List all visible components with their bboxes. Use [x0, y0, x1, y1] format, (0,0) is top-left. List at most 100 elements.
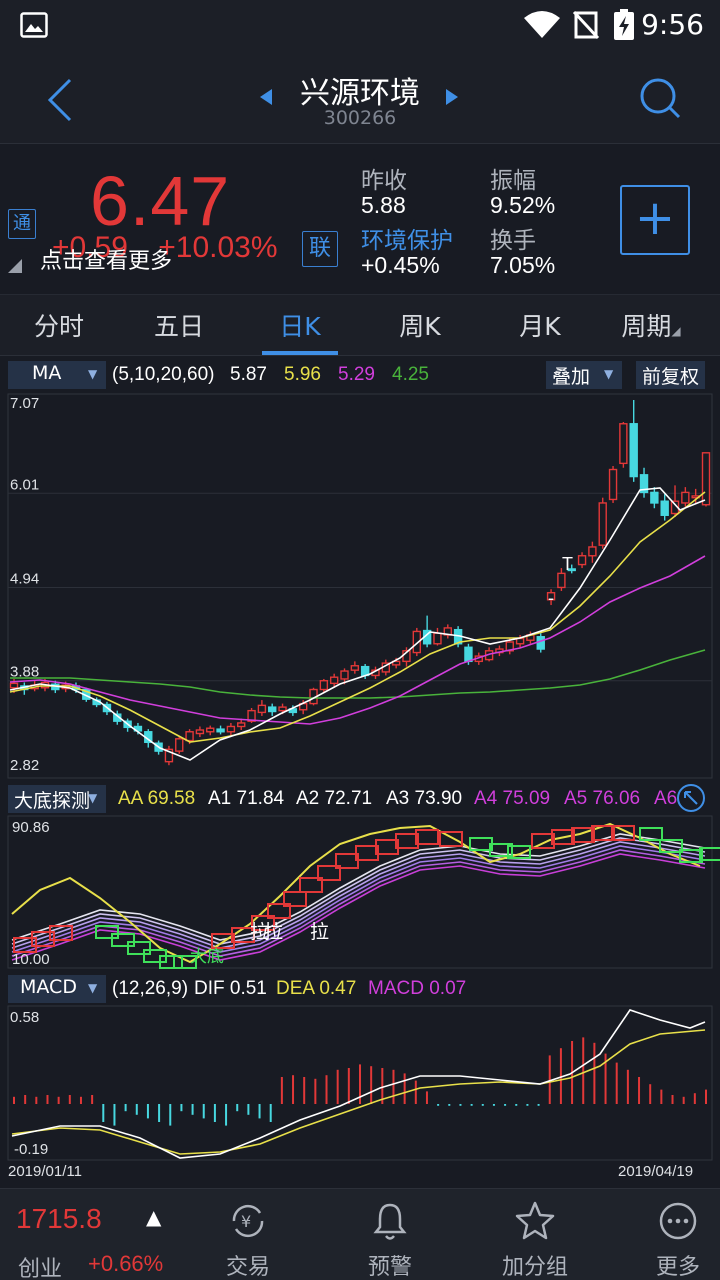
- tab-daily-k[interactable]: 日K: [279, 312, 321, 341]
- prev-stock-icon[interactable]: [258, 88, 274, 106]
- candle-body: [216, 728, 225, 733]
- dadi-bands: [11, 833, 706, 961]
- dadi-chart[interactable]: 90.86 10.00 大底 拉 拉 拉: [0, 814, 720, 970]
- signal-mark-dash: -: [548, 588, 554, 608]
- quote-panel[interactable]: 通 6.47 +0.59 +10.03% 点击查看更多 联 昨收 5.88 环境…: [0, 145, 720, 293]
- candle-body: [412, 630, 422, 654]
- tab-monthly-k[interactable]: 月K: [519, 312, 561, 341]
- price-axis-label: 3.88: [10, 664, 39, 681]
- active-tab-indicator: [262, 351, 338, 355]
- ma10-line: [9, 491, 706, 743]
- candle-body: [629, 423, 638, 478]
- macd-dif-value: 0.51: [229, 978, 267, 999]
- add-watchlist-button[interactable]: +: [620, 185, 690, 255]
- dadi-green-box: [173, 955, 197, 969]
- dadi-red-box: [355, 845, 379, 861]
- tab-five-day[interactable]: 五日: [153, 312, 204, 341]
- no-signal-icon: [572, 10, 600, 40]
- ma5-line: [9, 487, 706, 761]
- ma-selector[interactable]: MA ▼: [8, 361, 106, 389]
- dadi-red-box: [591, 825, 615, 841]
- la-signal-2: 拉: [264, 921, 283, 943]
- candle-body: [598, 502, 607, 546]
- dadi-a5: A5 76.06: [564, 788, 640, 810]
- back-arrow-icon[interactable]: [44, 78, 74, 122]
- dadi-band-line: [11, 853, 706, 961]
- adjust-button[interactable]: 前复权: [636, 361, 706, 389]
- candle-body: [536, 636, 545, 650]
- date-start: 2019/01/11: [8, 1163, 82, 1180]
- ma60-value: 4.25: [392, 364, 429, 385]
- candle-body: [546, 592, 556, 601]
- period-tabs: 分时 五日 日K 周K 月K 周期◢: [0, 294, 720, 356]
- dadi-green-box: [679, 849, 703, 863]
- nav-trade-label: 交易: [225, 1255, 270, 1280]
- dadi-aa-value: 69.58: [147, 788, 196, 809]
- kline-chart[interactable]: 7.07 6.01 4.94 3.88 2.82 T -: [0, 392, 720, 780]
- search-icon[interactable]: [638, 76, 682, 120]
- macd-top-label: 0.58: [10, 1009, 39, 1026]
- macd-selector-label: MACD: [20, 976, 77, 998]
- price-axis-label: 6.01: [10, 476, 39, 493]
- dadi-top-label: 90.86: [12, 819, 50, 836]
- nav-add-group[interactable]: 加分组: [485, 1189, 585, 1280]
- sector-label[interactable]: 环境保护: [361, 228, 453, 254]
- macd-macd: MACD 0.07: [368, 978, 466, 1000]
- next-stock-icon[interactable]: [444, 88, 460, 106]
- candle-body: [577, 555, 587, 566]
- dadi-a1: A1 71.84: [208, 788, 284, 810]
- candle-body: [340, 670, 349, 680]
- dadi-red-box: [231, 927, 255, 943]
- tab-weekly-k[interactable]: 周K: [399, 312, 441, 341]
- expand-icon[interactable]: [676, 783, 706, 813]
- view-more-tip[interactable]: 点击查看更多: [40, 249, 173, 274]
- amplitude-label: 振幅: [490, 168, 536, 194]
- price-axis-label: 2.82: [10, 757, 39, 774]
- ma60-line: [10, 649, 706, 699]
- dadi-a3: A3 73.90: [386, 788, 462, 810]
- dadi-red-box: [531, 833, 555, 849]
- battery-charging-icon: [614, 9, 634, 40]
- macd-bottom-label: -0.19: [14, 1141, 48, 1158]
- candle-body: [464, 646, 473, 663]
- index-name: 创业: [18, 1257, 63, 1280]
- tab-period[interactable]: 周期◢: [596, 307, 706, 343]
- corner-triangle-icon: [8, 259, 22, 273]
- wifi-icon: [524, 11, 560, 38]
- candle-body: [619, 423, 628, 465]
- macd-params: (12,26,9): [112, 978, 189, 999]
- dadi-selector[interactable]: 大底探测 ▼: [8, 785, 106, 813]
- overlay-selector[interactable]: 叠加 ▼: [546, 361, 622, 389]
- macd-selector[interactable]: MACD ▼: [8, 975, 106, 1003]
- more-icon: [659, 1202, 697, 1240]
- macd-dea-label: DEA: [276, 978, 315, 999]
- candle-body: [237, 722, 246, 728]
- lian-badge[interactable]: 联: [302, 231, 338, 267]
- dadi-green-box: [699, 847, 720, 861]
- trade-icon: ¥: [232, 1204, 264, 1238]
- current-price: 6.47: [90, 162, 231, 240]
- dadi-aa: AA 69.58: [118, 788, 195, 810]
- macd-chart[interactable]: 0.58 -0.19 2019/01/11 2019/04/19: [0, 1004, 720, 1182]
- nav-alert-label: 预警: [367, 1255, 412, 1280]
- dadi-frame: [7, 815, 713, 969]
- nav-trade[interactable]: ¥ 交易: [198, 1189, 298, 1280]
- tong-badge[interactable]: 通: [8, 209, 36, 239]
- stock-header: 兴源环境 300266: [0, 52, 720, 144]
- dadi-green-box: [111, 933, 135, 947]
- stock-code: 300266: [323, 107, 397, 129]
- tab-intraday[interactable]: 分时: [33, 312, 84, 341]
- nav-alert[interactable]: 预警: [340, 1189, 440, 1280]
- macd-dea-value: 0.47: [319, 978, 357, 999]
- turnover-value: 7.05%: [490, 252, 556, 278]
- dadi-a2-label: A2: [296, 788, 320, 809]
- dadi-a3-label: A3: [386, 788, 410, 809]
- candle-body: [588, 546, 597, 557]
- nav-more[interactable]: 更多: [628, 1189, 720, 1280]
- prev-close-label: 昨收: [361, 168, 407, 194]
- index-ticker[interactable]: 1715.8 ▲ 创业 +0.66%: [0, 1189, 190, 1280]
- candle-body: [9, 682, 19, 689]
- stock-name: 兴源环境: [300, 76, 420, 111]
- candle-body: [350, 665, 360, 671]
- candle-body: [278, 706, 287, 712]
